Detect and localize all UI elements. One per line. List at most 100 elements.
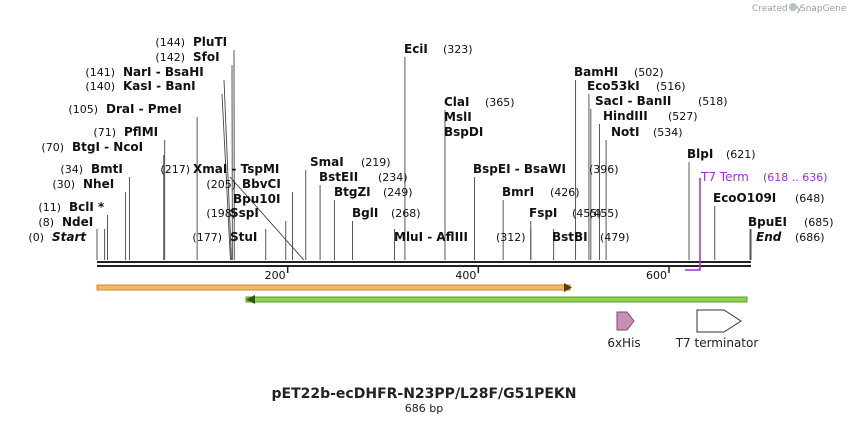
site-label[interactable]: SmaI xyxy=(310,155,344,169)
site-label[interactable]: NdeI xyxy=(62,215,93,229)
snapgene-logo-icon xyxy=(789,3,797,11)
site-label[interactable]: NarI - BsaHI xyxy=(123,65,204,79)
site-position: (205) xyxy=(206,178,236,191)
site-label[interactable]: BmrI xyxy=(502,185,534,199)
site-label[interactable]: Bpu10I xyxy=(233,192,280,206)
site-label[interactable]: EcoO109I xyxy=(713,191,776,205)
site-position: (516) xyxy=(656,80,686,93)
site-position: (648) xyxy=(795,192,825,205)
site-label[interactable]: BlpI xyxy=(687,147,713,161)
site-label[interactable]: MluI - AflIII xyxy=(394,230,468,244)
site-position: (479) xyxy=(600,231,630,244)
site-label[interactable]: End xyxy=(756,230,782,244)
orf-reverse[interactable] xyxy=(245,295,748,304)
site-label[interactable]: HindIII xyxy=(603,109,648,123)
site-position: (198) xyxy=(206,207,236,220)
site-label[interactable]: BamHI xyxy=(574,65,618,79)
feature-6xhis-label: 6xHis xyxy=(607,336,640,350)
site-label[interactable]: BclI * xyxy=(69,200,105,214)
site-label[interactable]: ClaI xyxy=(444,95,469,109)
site-label[interactable]: PluTI xyxy=(193,35,227,49)
restriction-sites: End (686) BpuEI (685) EcoO109I (648) BlpI (621)… xyxy=(28,35,833,244)
site-position: (323) xyxy=(443,43,473,56)
feature-6xhis[interactable]: 6xHis xyxy=(607,311,641,350)
site-position: (8) xyxy=(38,216,54,229)
site-label[interactable]: NheI xyxy=(83,177,114,191)
site-position: (142) xyxy=(155,51,185,64)
site-label[interactable]: FspI xyxy=(529,206,557,220)
leader-lines xyxy=(96,49,752,261)
site-position: (312) xyxy=(496,231,526,244)
site-label[interactable]: StuI xyxy=(230,230,257,244)
site-position: (268) xyxy=(391,207,421,220)
site-position: (455) xyxy=(572,207,602,220)
leader-line xyxy=(229,176,305,261)
site-label[interactable]: BglI xyxy=(352,206,378,220)
site-position: (219) xyxy=(361,156,391,169)
site-position: (177) xyxy=(192,231,222,244)
site-label[interactable]: BmtI xyxy=(91,162,123,176)
site-position: (502) xyxy=(634,66,664,79)
site-position: (365) xyxy=(485,96,515,109)
site-label[interactable]: NotI xyxy=(611,125,640,139)
site-position: (141) xyxy=(85,66,115,79)
site-position: (234) xyxy=(378,171,408,184)
site-label[interactable]: BtgZI xyxy=(334,185,371,199)
site-position: (455) xyxy=(589,207,619,220)
site-label[interactable]: SacI - BanII xyxy=(595,94,671,108)
leader-line xyxy=(221,93,231,261)
site-position: (217) xyxy=(160,163,190,176)
site-label[interactable]: BstEII xyxy=(319,170,358,184)
site-position: (0) xyxy=(28,231,44,244)
feature-t7-terminator-label: T7 terminator xyxy=(675,336,759,350)
site-position: (11) xyxy=(38,201,61,214)
tick-label: 200 xyxy=(265,269,286,282)
site-position: (518) xyxy=(698,95,728,108)
site-label[interactable]: BpuEI xyxy=(748,215,787,229)
t7-term-range: (618 .. 636) xyxy=(763,171,828,184)
map-title: pET22b-ecDHFR-N23PP/L28F/G51PEKN xyxy=(271,386,576,402)
site-label[interactable]: KasI - BanI xyxy=(123,79,196,93)
t7-term-marker[interactable]: T7 Term (618 .. 636) xyxy=(685,170,828,271)
t7-terminator-arrow-icon xyxy=(696,309,742,333)
site-position: (621) xyxy=(726,148,756,161)
site-position: (686) xyxy=(795,231,825,244)
site-label[interactable]: SfoI xyxy=(193,50,220,64)
site-position: (426) xyxy=(550,186,580,199)
site-label[interactable]: XmaI - TspMI xyxy=(193,162,279,176)
map-length: 686 bp xyxy=(405,402,443,415)
site-position: (105) xyxy=(68,103,98,116)
feature-t7-terminator[interactable]: T7 terminator xyxy=(675,309,759,350)
t7-term-label: T7 Term xyxy=(700,170,749,184)
site-position: (144) xyxy=(155,36,185,49)
watermark: Created by SnapGene xyxy=(752,3,847,14)
site-label[interactable]: BbvCI xyxy=(242,177,281,191)
site-label[interactable]: PflMI xyxy=(124,125,158,139)
6xhis-arrow-icon xyxy=(616,311,635,331)
orf-forward[interactable] xyxy=(96,283,572,292)
site-label[interactable]: Eco53kI xyxy=(587,79,640,93)
site-position: (34) xyxy=(60,163,83,176)
site-label[interactable]: DraI - PmeI xyxy=(106,102,182,116)
site-position: (70) xyxy=(41,141,64,154)
site-label[interactable]: BtgI - NcoI xyxy=(72,140,143,154)
watermark-brand: SnapGene xyxy=(800,4,847,14)
tick-label: 600 xyxy=(646,269,667,282)
site-position: (527) xyxy=(668,110,698,123)
site-position: (140) xyxy=(85,80,115,93)
site-label[interactable]: SspI xyxy=(230,206,259,220)
site-label[interactable]: BstBI xyxy=(552,230,588,244)
sequence-backbone[interactable] xyxy=(97,261,751,267)
site-label[interactable]: Start xyxy=(52,230,87,244)
site-position: (396) xyxy=(589,163,619,176)
site-position: (249) xyxy=(383,186,413,199)
site-position: (534) xyxy=(653,126,683,139)
site-label[interactable]: BspEI - BsaWI xyxy=(473,162,566,176)
site-label[interactable]: MslI xyxy=(444,110,472,124)
site-position: (30) xyxy=(52,178,75,191)
site-label[interactable]: EciI xyxy=(404,42,428,56)
ruler-ticks: 200 400 600 xyxy=(265,266,670,282)
leader-line xyxy=(223,79,232,261)
site-label[interactable]: BspDI xyxy=(444,125,483,139)
